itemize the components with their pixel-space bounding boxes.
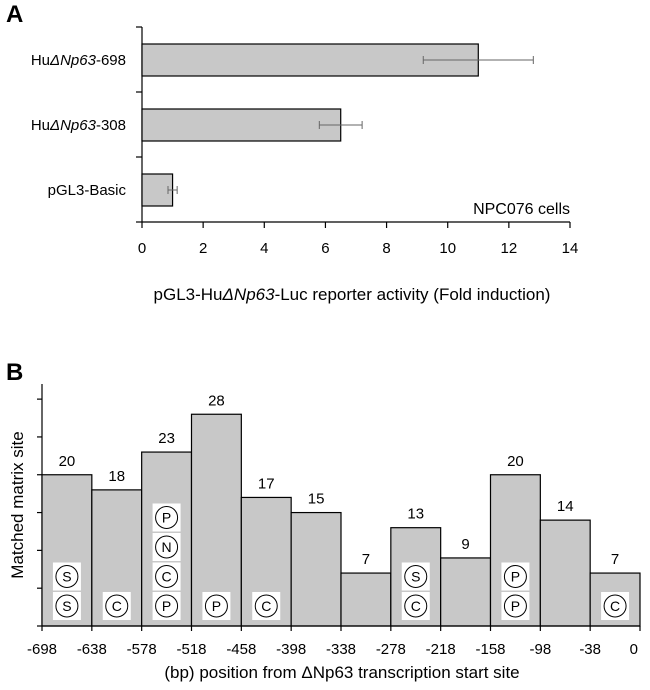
category-label-a-prefix: Hu [31, 52, 50, 69]
x-axis-title-a-italic: ΔNp63 [222, 285, 276, 304]
site-badge-p: P [162, 510, 171, 526]
value-label-b: 23 [158, 430, 175, 447]
value-label-b: 18 [108, 468, 125, 485]
site-badge-circle [155, 565, 179, 588]
site-badge-circle [155, 506, 179, 529]
bar-a [141, 108, 342, 142]
category-label-a-italic: ΔNp63 [49, 52, 97, 69]
category-label-a: pGL3-Basic [48, 182, 127, 199]
x-tick-label-b: -218 [426, 641, 456, 658]
x-tick-label-b: -638 [77, 641, 107, 658]
site-badge-circle [105, 594, 129, 618]
value-label-b: 14 [557, 498, 574, 515]
value-label-b: 28 [208, 392, 225, 409]
x-tick-label-a: 2 [199, 240, 207, 257]
site-badge-circle [503, 565, 527, 588]
bar-b [539, 519, 591, 627]
value-label-b: 7 [611, 551, 619, 568]
x-tick-label-b: -338 [326, 641, 356, 658]
panel-letter-b: B [6, 359, 23, 386]
value-label-b: 17 [258, 475, 275, 492]
category-label-a: HuΔNp63-308 [31, 117, 126, 134]
bar-b [340, 572, 392, 627]
category-label-a-prefix: Hu [31, 117, 50, 134]
site-badge-p: P [212, 598, 221, 614]
x-tick-label-a: 12 [501, 240, 518, 257]
site-badge-c: C [261, 598, 271, 614]
x-tick-label-a: 14 [562, 240, 579, 257]
site-badge-c: C [610, 598, 620, 614]
x-tick-label-b: -98 [529, 641, 551, 658]
x-tick-label-a: 0 [138, 240, 146, 257]
site-badge-p: P [511, 598, 520, 614]
x-tick-label-b: -398 [276, 641, 306, 658]
x-tick-label-a: 10 [439, 240, 456, 257]
site-badge-circle [603, 594, 627, 618]
category-label-a-suffix: -308 [96, 117, 126, 134]
site-badge-circle [155, 535, 179, 559]
site-badge-circle [55, 594, 79, 618]
site-badge-p: P [162, 598, 171, 614]
site-badge-circle [55, 565, 79, 588]
x-tick-label-b: -578 [127, 641, 157, 658]
value-label-b: 7 [362, 551, 370, 568]
category-label-a-suffix: -698 [96, 52, 126, 69]
site-badge-circle [404, 565, 428, 588]
x-axis-title-a-suffix: -Luc reporter activity (Fold induction) [275, 285, 551, 304]
x-tick-label-b: -158 [475, 641, 505, 658]
category-label-a-italic: ΔNp63 [49, 117, 97, 134]
site-badge-circle [404, 594, 428, 618]
site-badge-circle [155, 594, 179, 618]
value-label-b: 20 [507, 453, 524, 470]
bar-b [290, 511, 342, 627]
x-tick-label-b: -38 [579, 641, 601, 658]
y-axis-title-b: Matched matrix site [8, 431, 27, 578]
site-badge-c: C [162, 569, 172, 585]
x-tick-label-b: -518 [176, 641, 206, 658]
site-badge-circle [254, 594, 278, 618]
site-badge-s: S [62, 598, 71, 614]
site-badge-n: N [162, 539, 172, 555]
site-badge-c: C [112, 598, 122, 614]
bar-a [141, 173, 174, 207]
x-tick-label-b: -698 [27, 641, 57, 658]
category-label-a: HuΔNp63-698 [31, 52, 126, 69]
value-label-b: 13 [407, 506, 424, 523]
x-tick-label-a: 4 [260, 240, 268, 257]
x-axis-title-a-prefix: pGL3-Hu [154, 285, 223, 304]
x-tick-label-a: 6 [321, 240, 329, 257]
site-badge-circle [204, 594, 228, 618]
x-tick-label-a: 8 [382, 240, 390, 257]
x-tick-label-b: -278 [376, 641, 406, 658]
site-badge-s: S [62, 569, 71, 585]
site-badge-s: S [411, 569, 420, 585]
site-badge-circle [503, 594, 527, 618]
x-tick-label-b: 0 [630, 641, 638, 658]
site-badge-p: P [511, 569, 520, 585]
value-label-b: 20 [59, 453, 76, 470]
category-label-a-suffix: pGL3-Basic [48, 182, 127, 199]
x-axis-title-b: (bp) position from ΔNp63 transcription s… [164, 663, 519, 682]
x-tick-label-b: -458 [226, 641, 256, 658]
value-label-b: 9 [461, 536, 469, 553]
x-axis-title-a: pGL3-HuΔNp63-Luc reporter activity (Fold… [154, 285, 551, 304]
bar-b [440, 557, 492, 627]
annotation-cells: NPC076 cells [473, 201, 570, 218]
site-badge-c: C [411, 598, 421, 614]
bar-b [190, 413, 242, 627]
panel-letter-a: A [6, 1, 23, 28]
value-label-b: 15 [308, 491, 325, 508]
